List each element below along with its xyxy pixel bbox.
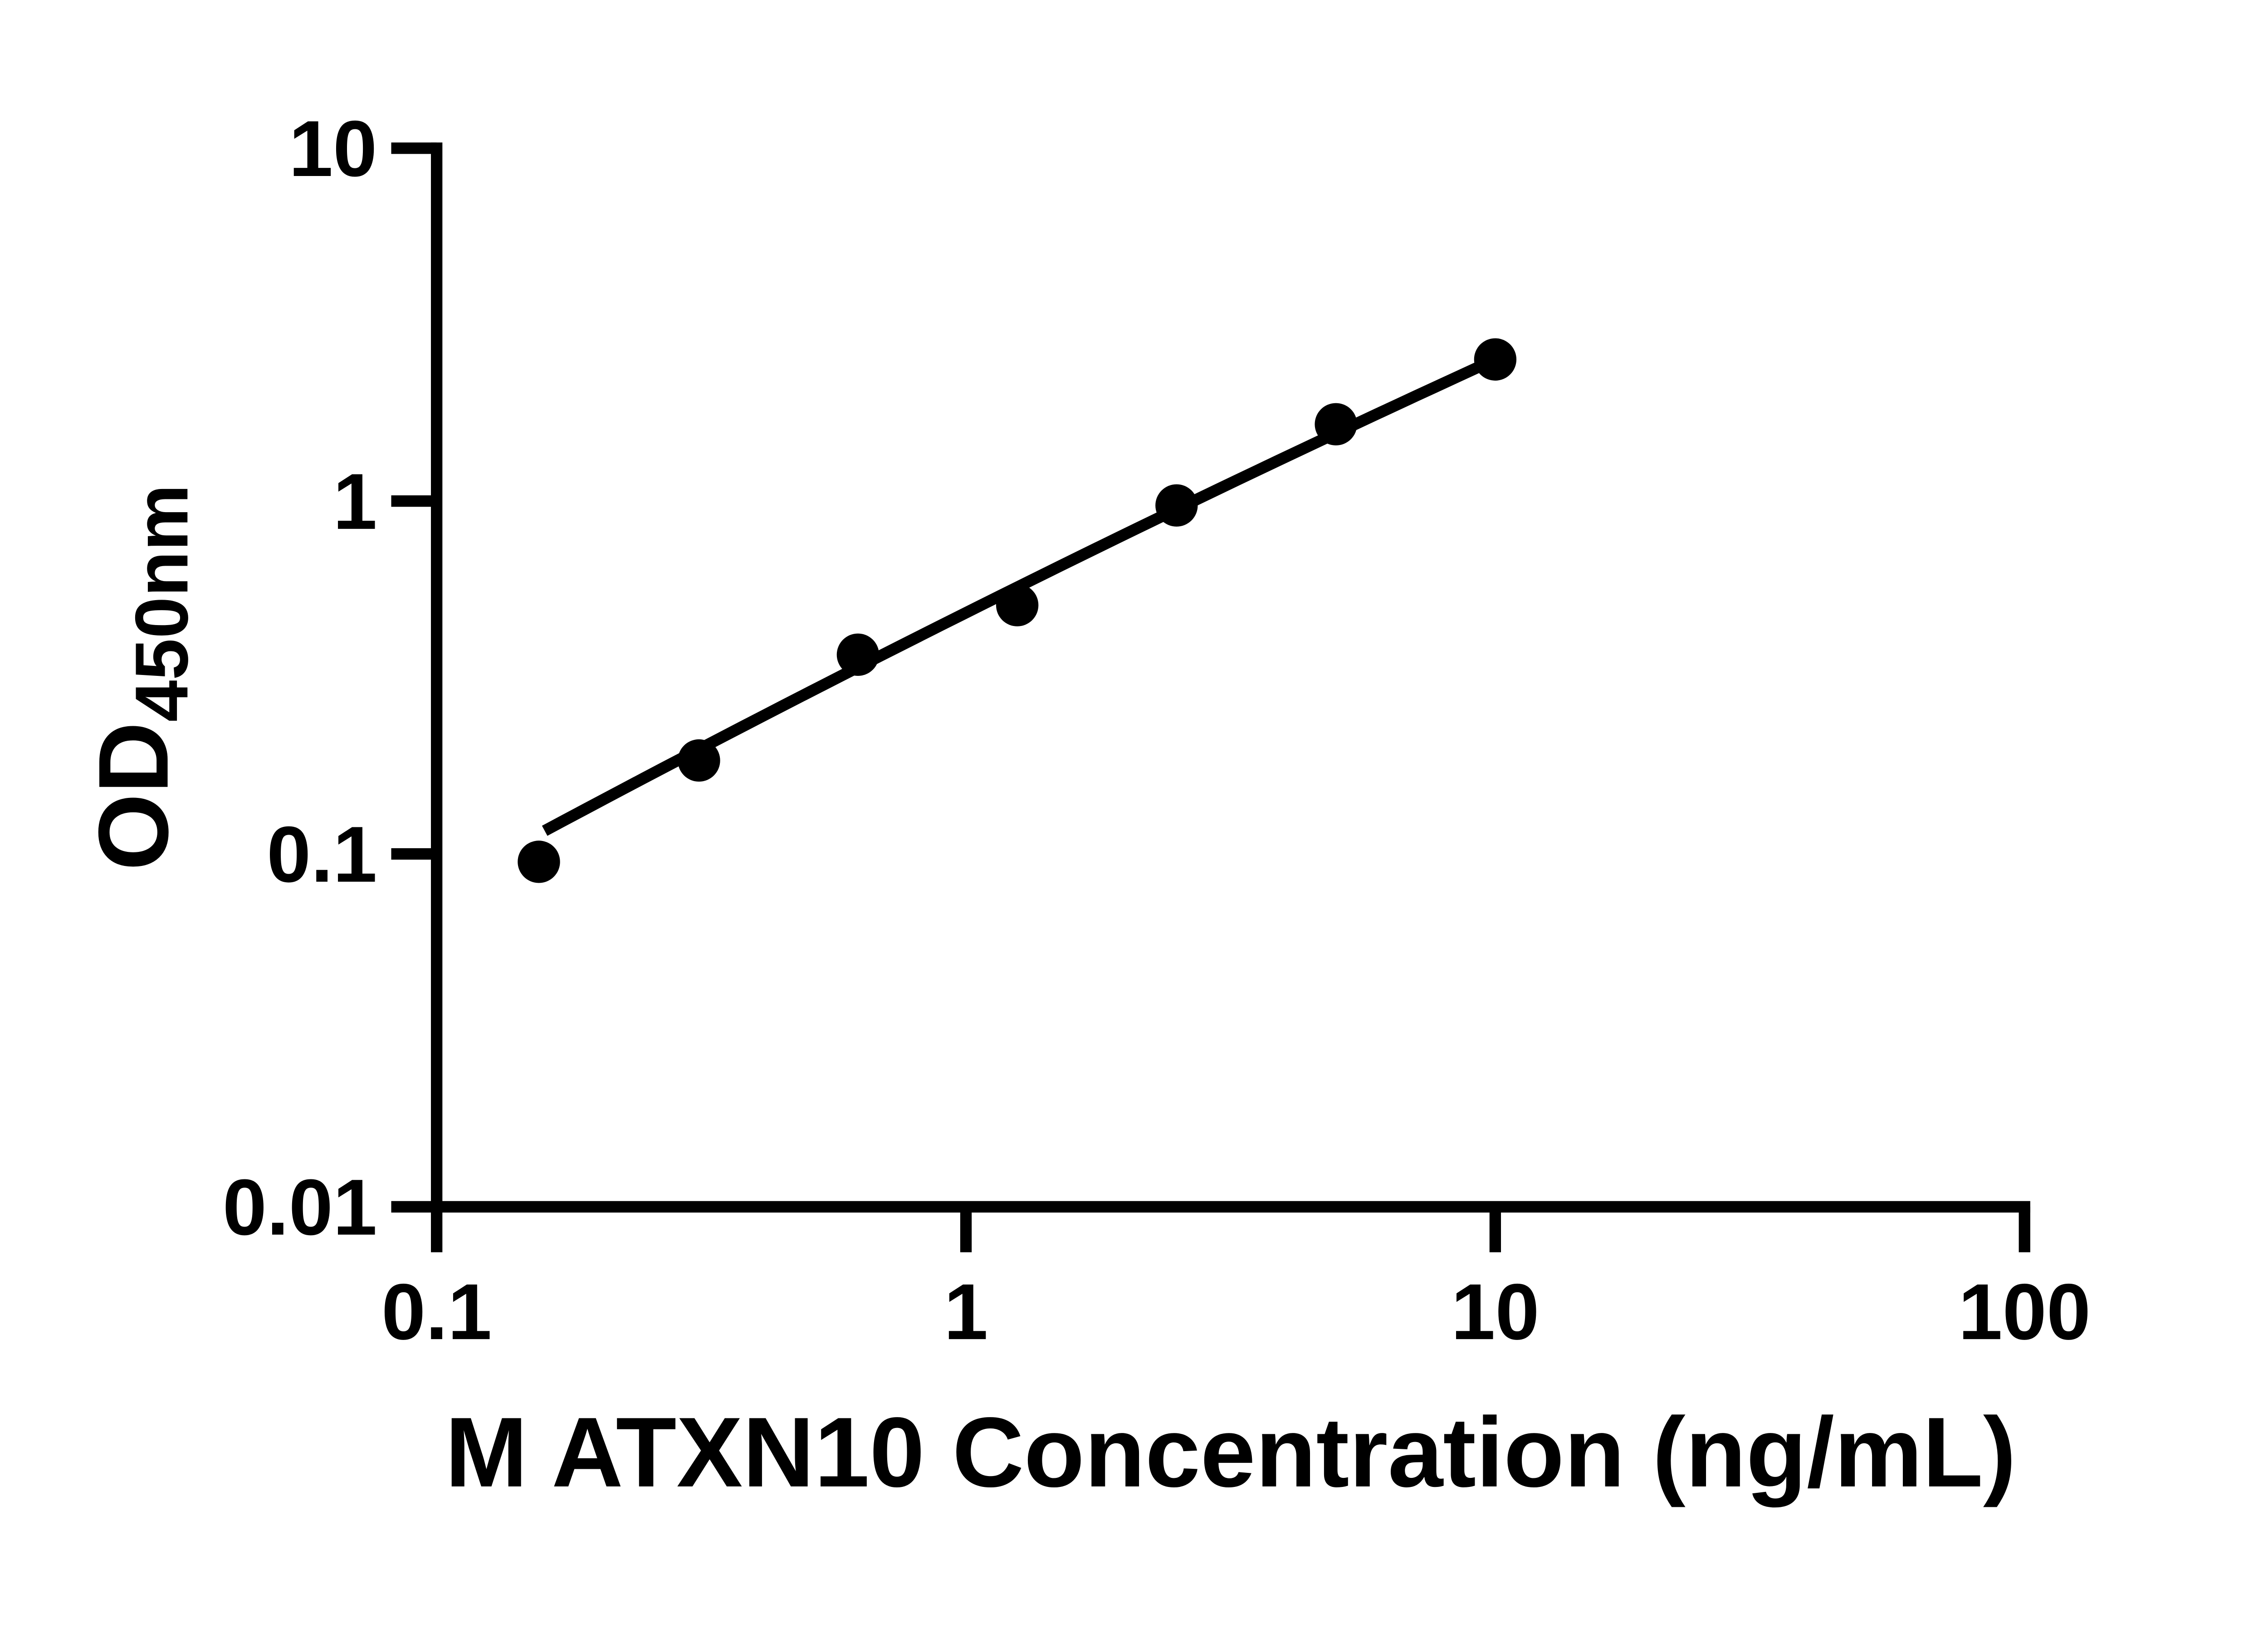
data-point-marker [1474,338,1517,381]
data-point-marker [678,739,720,782]
y-tick-labels: 0.01 0.1 1 10 [223,105,377,1252]
y-tick-label: 0.01 [223,1164,377,1252]
y-tick-label: 0.1 [267,811,377,899]
y-axis-title-main: OD [78,722,189,870]
data-point-marker [1155,484,1198,527]
y-axis-title-sub: 450nm [120,484,204,722]
data-point-marker [518,841,560,883]
x-axis-title: M ATXN10 Concentration (ng/mL) [445,1397,2016,1508]
x-tick-label: 100 [1958,1268,2091,1356]
data-point-marker [1315,403,1357,445]
chart-canvas: 0.1 1 10 100 0.01 0.1 1 10 M ATXN10 Concentrat… [0,0,2268,1588]
data-point-marker [836,633,880,676]
y-axis-title: OD450nm [78,484,204,871]
x-ticks [431,1207,2030,1252]
data-points-layer [518,338,1517,883]
x-tick-label: 1 [944,1268,988,1356]
y-tick-label: 10 [289,105,377,193]
chart-background [0,0,2268,1588]
x-tick-label: 0.1 [381,1268,492,1356]
data-point-marker [996,584,1039,626]
axes-layer [391,142,2030,1252]
x-tick-labels: 0.1 1 10 100 [381,1268,2091,1356]
x-tick-label: 10 [1451,1268,1540,1356]
y-tick-label: 1 [333,458,377,546]
y-ticks [391,142,437,1213]
